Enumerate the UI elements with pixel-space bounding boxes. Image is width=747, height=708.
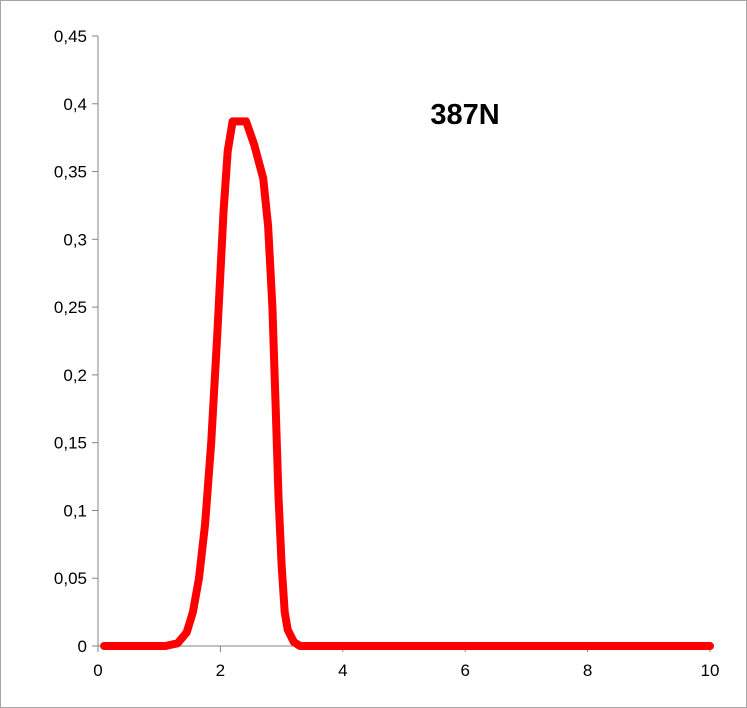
series-layer: [100, 117, 714, 650]
series-line: [100, 117, 714, 650]
y-tick-label: 0,25: [54, 298, 87, 317]
axes: [97, 36, 710, 647]
x-tick-label: 6: [460, 661, 469, 680]
y-tick-label: 0,4: [63, 95, 87, 114]
y-tick-label: 0,2: [63, 366, 87, 385]
y-tick-label: 0,1: [63, 501, 87, 520]
y-tick-label: 0,3: [63, 230, 87, 249]
ticks: 0 0,05 0,1 0,15 0,2 0,25 0,3 0,35 0,4 0,45 0 2 4 6 8 10: [54, 27, 720, 680]
y-tick-label: 0,35: [54, 163, 87, 182]
x-tick-label: 0: [93, 661, 102, 680]
chart-annotation: 387N: [430, 99, 499, 131]
y-tick-label: 0,05: [54, 569, 87, 588]
x-tick-label: 8: [583, 661, 592, 680]
x-tick-label: 2: [216, 661, 225, 680]
y-tick-label: 0,45: [54, 27, 87, 46]
x-tick-label: 4: [338, 661, 347, 680]
y-tick-label: 0,15: [54, 434, 87, 453]
x-tick-label: 10: [701, 661, 720, 680]
y-tick-label: 0: [78, 637, 87, 656]
